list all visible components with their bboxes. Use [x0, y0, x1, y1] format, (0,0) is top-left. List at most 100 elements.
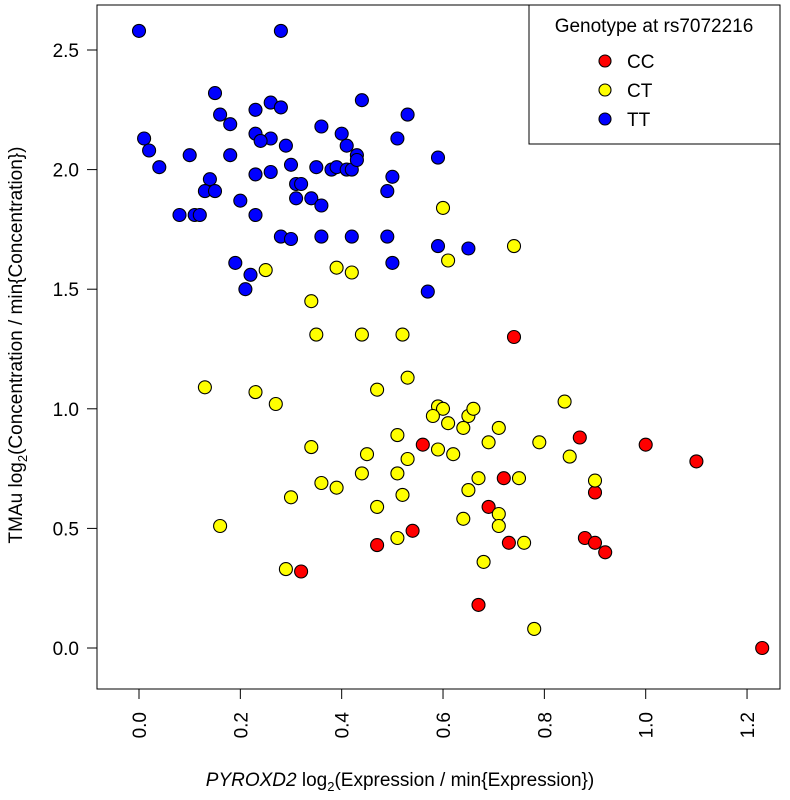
data-point — [294, 564, 309, 579]
data-point — [334, 126, 349, 141]
data-point — [359, 447, 375, 462]
x-tick-label: 0.4 — [333, 712, 354, 739]
legend-marker — [598, 112, 612, 126]
data-point — [511, 471, 527, 486]
data-point — [278, 138, 293, 153]
data-point — [354, 466, 369, 481]
data-point — [370, 499, 385, 514]
data-point — [233, 193, 248, 208]
y-axis: 0.0 0.5 1.0 1.5 2.0 2.5 — [53, 41, 98, 660]
data-point — [435, 200, 451, 215]
data-point — [329, 480, 344, 495]
data-point — [370, 382, 385, 397]
data-point — [172, 207, 187, 223]
data-point — [638, 437, 653, 452]
data-point — [491, 420, 506, 435]
data-point — [572, 430, 587, 445]
data-point — [192, 207, 207, 223]
legend-title: Genotype at rs7072216 — [555, 16, 754, 37]
data-point — [304, 294, 319, 309]
data-point — [532, 435, 547, 450]
data-point — [289, 191, 304, 206]
data-point — [587, 535, 603, 550]
data-point — [152, 160, 167, 175]
data-point — [314, 475, 329, 491]
legend-marker — [598, 83, 612, 97]
data-point — [329, 260, 344, 275]
x-axis-label: PYROXD2 log2(Expression / min{Expression… — [206, 770, 594, 794]
data-point — [304, 191, 319, 206]
y-tick-label: 2.0 — [53, 161, 79, 182]
data-point — [405, 523, 420, 538]
series-tt — [131, 23, 476, 299]
data-point — [213, 107, 228, 122]
y-tick-label: 2.5 — [53, 41, 79, 62]
data-point — [395, 487, 410, 502]
data-point — [587, 485, 603, 500]
data-point — [309, 160, 324, 175]
x-tick-label: 1.0 — [637, 712, 658, 738]
data-point — [339, 138, 354, 153]
data-point — [273, 23, 288, 38]
data-point — [466, 401, 481, 416]
data-point — [370, 538, 385, 553]
data-point — [420, 284, 435, 299]
data-points — [131, 23, 770, 656]
data-point — [283, 490, 299, 505]
data-point — [400, 370, 415, 385]
data-point — [506, 329, 522, 345]
data-point — [501, 535, 516, 550]
y-tick-label: 1.0 — [53, 400, 79, 421]
data-point — [395, 327, 410, 342]
data-point — [390, 428, 405, 443]
y-tick-label: 1.5 — [53, 280, 79, 301]
data-point — [471, 597, 486, 612]
data-point — [689, 454, 704, 469]
data-point — [253, 133, 268, 148]
data-point — [344, 265, 359, 280]
data-point — [304, 440, 319, 455]
legend-label: CC — [627, 52, 654, 73]
x-tick-label: 0.0 — [130, 712, 151, 738]
data-point — [430, 442, 446, 457]
data-point — [202, 172, 217, 187]
data-point — [207, 184, 223, 199]
data-point — [207, 86, 223, 101]
data-point — [131, 23, 147, 38]
data-point — [461, 241, 476, 256]
legend-label: CT — [627, 81, 653, 102]
data-point — [137, 131, 152, 146]
data-point — [354, 93, 369, 108]
data-point — [400, 451, 415, 467]
data-point — [243, 267, 258, 282]
data-point — [390, 131, 405, 146]
legend-box — [528, 4, 781, 145]
data-point — [491, 506, 506, 522]
data-point — [213, 518, 228, 534]
data-point — [385, 169, 400, 184]
data-point — [228, 255, 243, 270]
data-point — [349, 152, 364, 168]
data-point — [557, 394, 572, 409]
data-point — [268, 396, 283, 412]
data-point — [446, 447, 461, 462]
data-point — [456, 511, 471, 526]
data-point — [380, 184, 395, 199]
data-point — [354, 327, 369, 342]
data-point — [506, 239, 522, 254]
series-cc — [294, 329, 770, 656]
data-point — [430, 239, 446, 254]
data-point — [527, 621, 542, 636]
data-point — [425, 408, 440, 424]
data-point — [197, 380, 212, 395]
data-point — [182, 148, 197, 163]
data-point — [263, 164, 278, 180]
data-point — [283, 231, 299, 247]
x-tick-label: 0.2 — [231, 712, 252, 738]
data-point — [344, 229, 359, 244]
legend-label: TT — [627, 110, 651, 131]
series-ct — [197, 200, 603, 636]
data-point — [223, 117, 238, 132]
data-point — [278, 562, 293, 577]
